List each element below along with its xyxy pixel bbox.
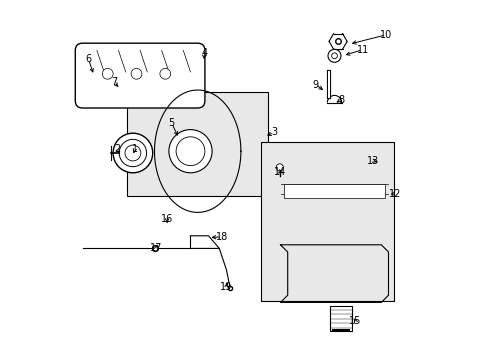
Text: 17: 17 — [150, 243, 162, 253]
Text: 9: 9 — [312, 80, 318, 90]
Circle shape — [131, 68, 142, 79]
Circle shape — [102, 68, 113, 79]
Text: 2: 2 — [114, 144, 121, 154]
Circle shape — [168, 130, 212, 173]
Text: 14: 14 — [273, 167, 285, 177]
Circle shape — [176, 137, 204, 166]
Circle shape — [276, 164, 283, 171]
Text: 8: 8 — [337, 95, 344, 105]
Text: 15: 15 — [348, 316, 361, 326]
Text: 3: 3 — [270, 127, 277, 138]
Text: 10: 10 — [379, 30, 391, 40]
Text: 5: 5 — [168, 118, 175, 128]
Text: 19: 19 — [220, 282, 232, 292]
Circle shape — [327, 49, 340, 62]
Text: 16: 16 — [161, 213, 173, 224]
Text: 11: 11 — [356, 45, 368, 55]
Text: 7: 7 — [111, 77, 117, 87]
FancyBboxPatch shape — [75, 43, 204, 108]
Text: 4: 4 — [201, 48, 207, 58]
Bar — [260, 142, 393, 301]
Text: 12: 12 — [388, 189, 400, 199]
Bar — [127, 92, 267, 196]
Text: 1: 1 — [131, 144, 138, 154]
Bar — [331, 329, 349, 331]
Circle shape — [119, 139, 146, 167]
Text: 6: 6 — [85, 54, 91, 64]
Circle shape — [113, 133, 152, 173]
Circle shape — [125, 145, 141, 161]
Bar — [329, 306, 351, 331]
Text: 18: 18 — [216, 232, 228, 242]
Circle shape — [160, 68, 170, 79]
Bar — [284, 184, 384, 198]
Circle shape — [331, 53, 337, 59]
Text: 13: 13 — [366, 156, 379, 166]
